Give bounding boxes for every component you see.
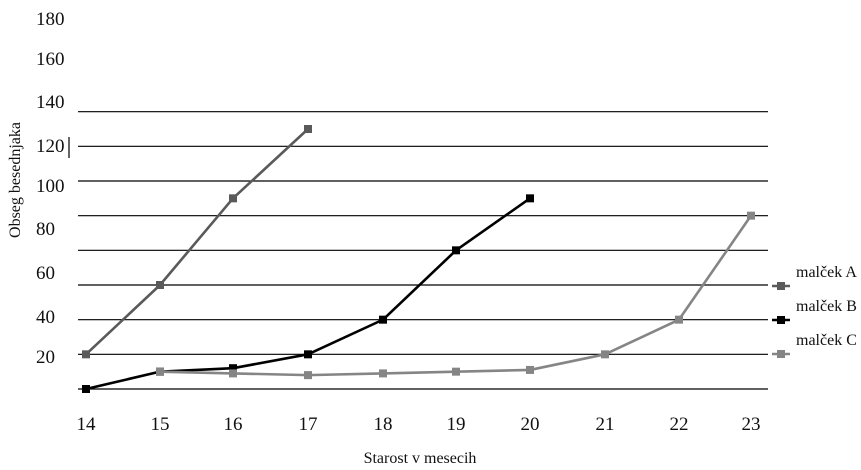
legend-label: malček B [796, 298, 857, 315]
data-point [304, 350, 312, 359]
data-point [229, 369, 237, 378]
series-lines [82, 125, 755, 393]
x-axis-title: Starost v mesecih [364, 450, 477, 467]
data-point [452, 246, 460, 255]
legend-marker [777, 316, 785, 324]
x-tick-label: 15 [151, 414, 170, 435]
x-tick-label: 20 [521, 414, 540, 435]
x-tick-label: 21 [596, 414, 615, 435]
data-point [675, 315, 683, 324]
data-point [379, 315, 387, 324]
x-tick-label: 14 [77, 414, 97, 435]
data-point [229, 364, 237, 373]
y-tick-label: 120 [36, 136, 65, 157]
legend-label: malček A [796, 264, 857, 281]
data-point [526, 365, 534, 374]
x-tick-label: 18 [374, 414, 393, 435]
data-point [379, 369, 387, 378]
legend-marker [777, 282, 785, 290]
data-point [747, 211, 755, 220]
legend-label: malček C [796, 332, 857, 349]
data-point [304, 125, 312, 133]
data-point [304, 371, 312, 380]
y-tick-label: 40 [36, 307, 55, 328]
x-tick-labels: 14 15 16 17 18 19 20 21 22 23 [77, 414, 761, 435]
data-point [452, 367, 460, 376]
gridlines [78, 111, 768, 390]
data-point [82, 350, 90, 359]
data-point [82, 385, 90, 393]
data-point [156, 281, 164, 289]
series-line-1 [85, 128, 309, 356]
y-tick-label: 60 [36, 263, 55, 284]
y-axis-title: Obseg besednjaka [7, 122, 24, 238]
x-tick-label: 16 [224, 414, 243, 435]
legend: malček A malček B malček C [772, 264, 857, 358]
data-point [229, 194, 237, 203]
y-tick-label: 100 [36, 176, 65, 197]
x-tick-label: 19 [447, 414, 466, 435]
data-point [526, 194, 534, 203]
x-tick-label: 17 [299, 414, 318, 435]
data-point [601, 350, 609, 359]
y-tick-label: 140 [36, 92, 65, 113]
y-tick-label: 180 [36, 9, 65, 30]
x-tick-label: 22 [670, 414, 689, 435]
y-tick-label: 160 [36, 49, 65, 70]
y-tick-label: 20 [36, 347, 55, 368]
legend-marker [777, 350, 785, 358]
data-point [156, 367, 164, 376]
y-tick-labels: 180 160 140 120 100 80 60 40 20 [36, 9, 70, 368]
x-tick-label: 23 [742, 414, 761, 435]
y-tick-label: 80 [36, 219, 55, 240]
series-line-3 [159, 214, 753, 377]
